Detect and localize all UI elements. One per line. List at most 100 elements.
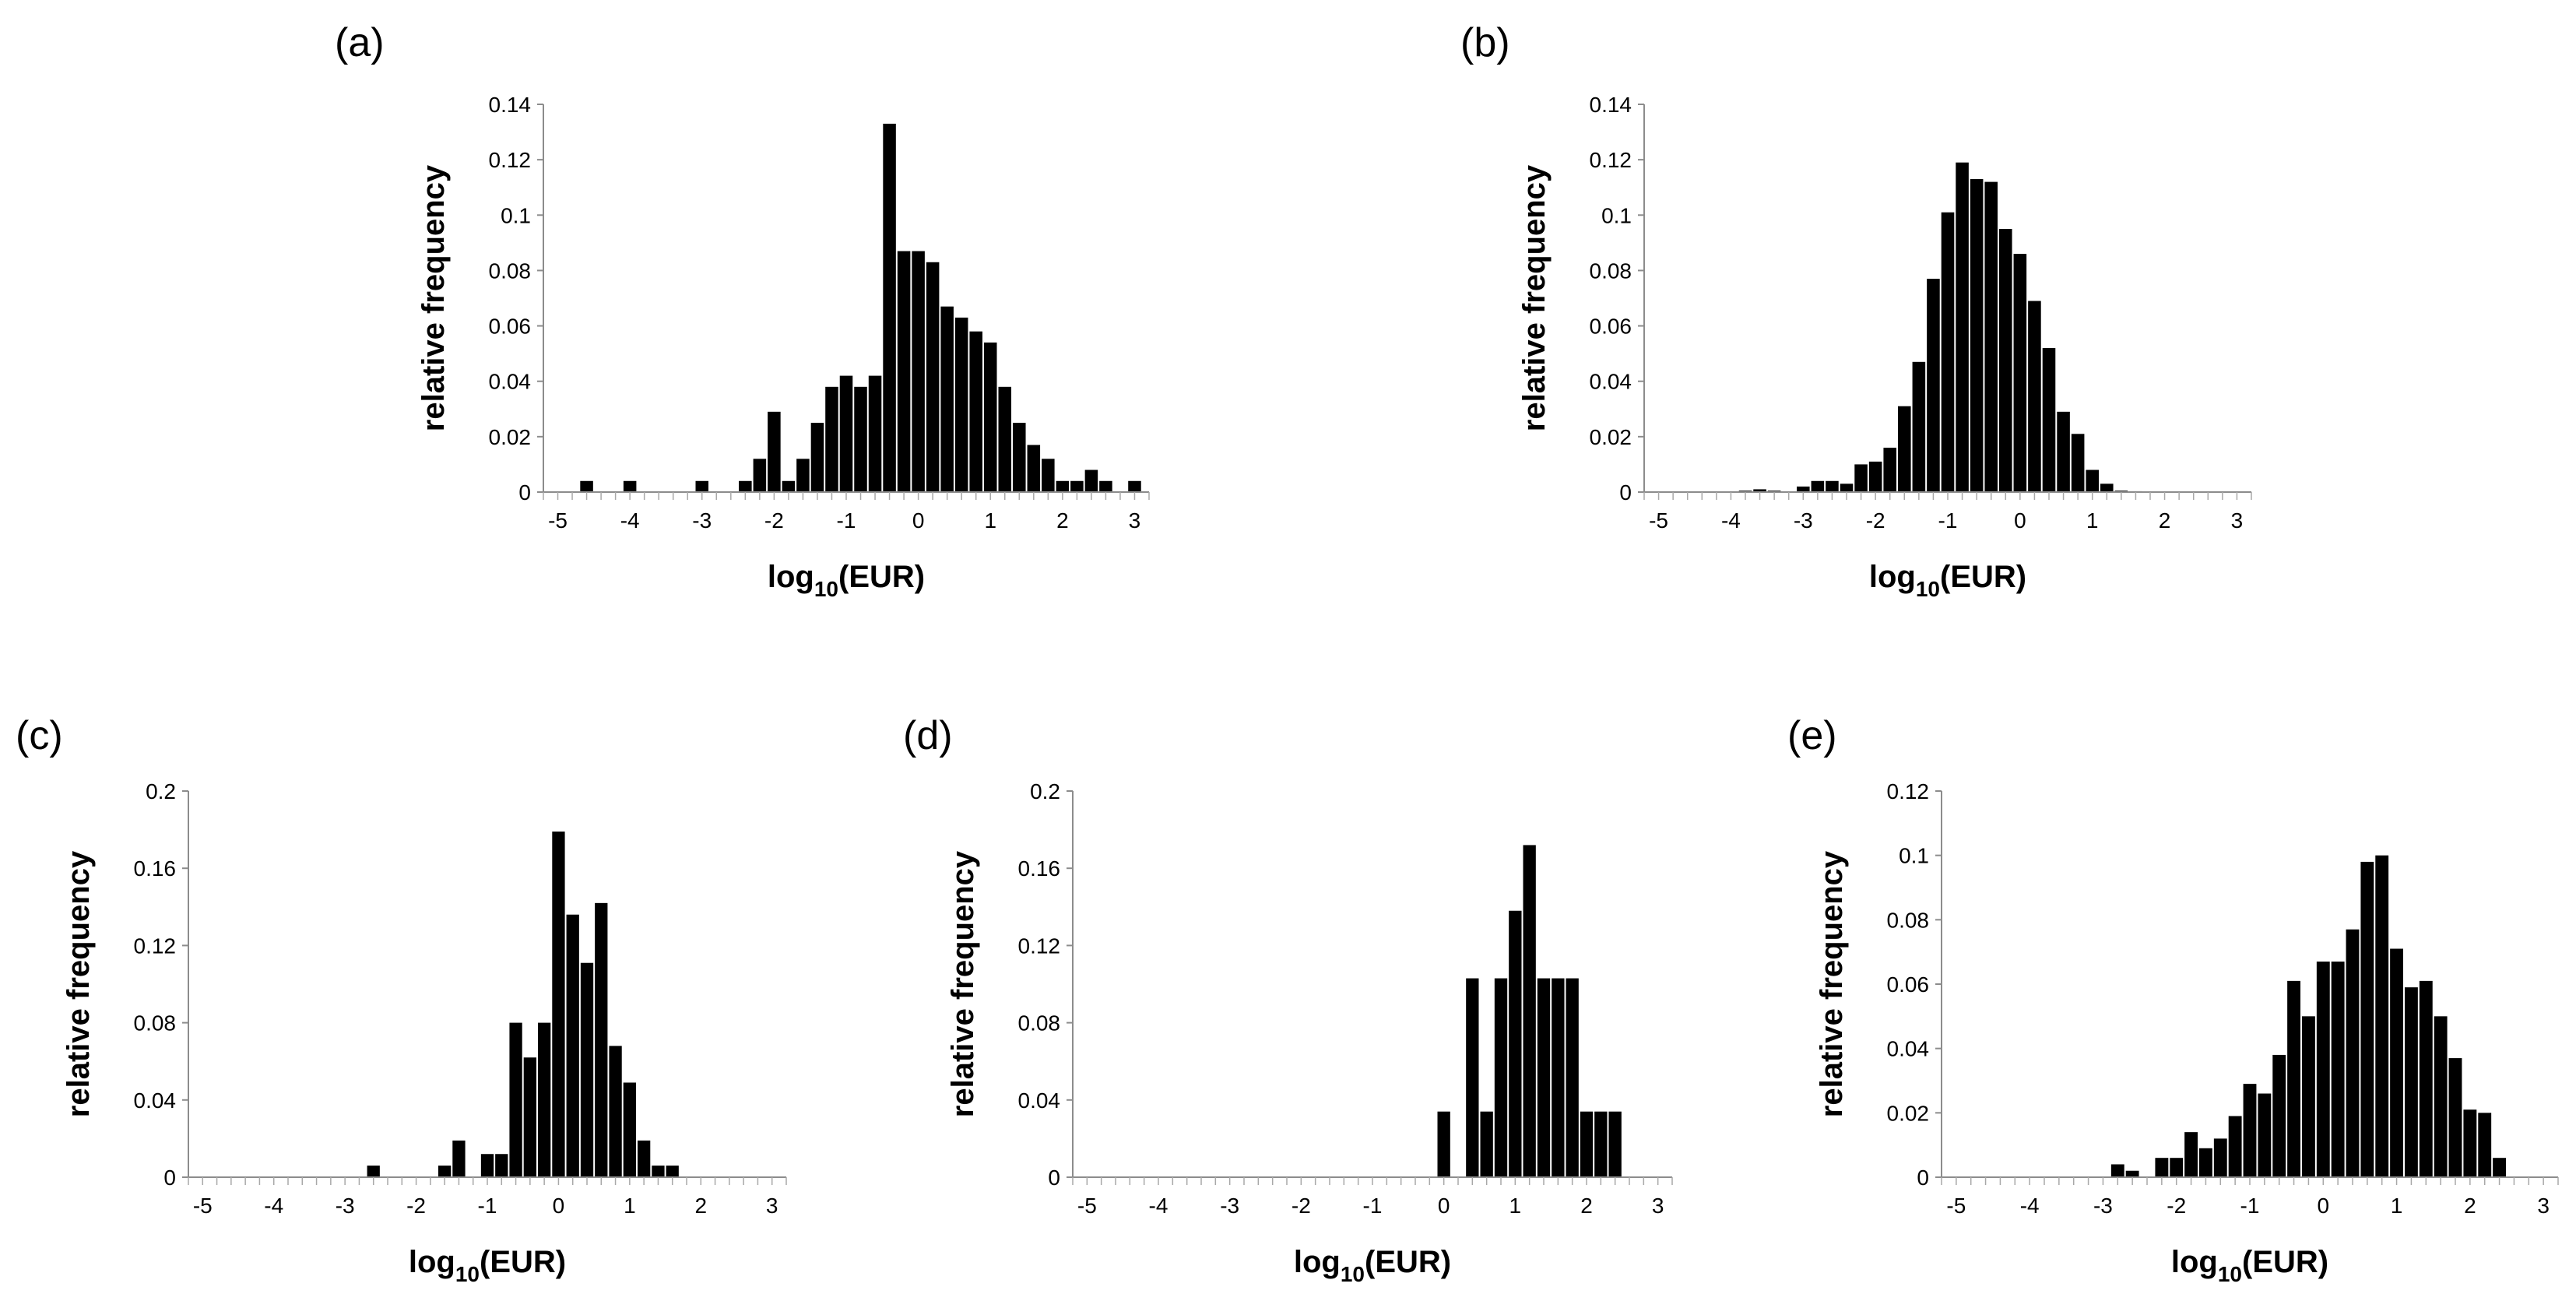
histogram-panel-b: (b) 0 0.02 0.04 0.06 0.08 0.1 0.12 0.14 -5 -4 -3 -2 -… <box>1460 20 2252 601</box>
histogram-bar <box>998 386 1012 492</box>
y-tick-label: 0.12 <box>1590 148 1632 172</box>
y-axis-title: relative frequency <box>416 164 451 431</box>
histogram-bar <box>580 962 594 1177</box>
histogram-bar <box>2375 855 2389 1177</box>
x-axis-title-main: log <box>768 560 814 594</box>
histogram-bar <box>2463 1109 2477 1177</box>
panel-label: (b) <box>1460 20 1510 65</box>
x-tick-label: 0 <box>912 508 925 533</box>
histogram-bar <box>2243 1084 2257 1177</box>
histogram-bar <box>2071 434 2085 492</box>
histogram-bar <box>1753 489 1766 492</box>
histogram-bar <box>452 1140 466 1177</box>
histogram-bar <box>1970 179 1984 493</box>
y-tick-label: 0.04 <box>1590 370 1632 394</box>
x-tick-label: 0 <box>2317 1194 2329 1218</box>
x-tick-label: -2 <box>2167 1194 2186 1218</box>
histogram-bar <box>926 262 940 492</box>
y-tick-label: 0.08 <box>134 1011 177 1036</box>
x-tick-label: -3 <box>1220 1194 1239 1218</box>
x-tick-label: -3 <box>2093 1194 2113 1218</box>
histogram-bar <box>1013 423 1026 492</box>
histogram-bar <box>2272 1054 2286 1177</box>
x-tick-label: 1 <box>984 508 996 533</box>
y-tick-label: 0.04 <box>1018 1088 1061 1113</box>
histogram-bar <box>367 1166 380 1177</box>
y-axis-title: relative frequency <box>1517 164 1552 431</box>
histogram-bar <box>1480 1111 1493 1177</box>
histogram-bar <box>495 1154 508 1177</box>
histogram-bar <box>523 1057 536 1177</box>
histogram-bar <box>2316 962 2330 1177</box>
x-tick-label: -5 <box>1077 1194 1097 1218</box>
x-tick-label: -3 <box>692 508 712 533</box>
histogram-panel-d: (d) 0 0.04 0.08 0.12 0.16 0.2 -5 -4 -3 -2 -1 0 1 2 3 log… <box>903 713 1673 1286</box>
histogram-bar <box>638 1140 651 1177</box>
histogram-bar <box>1608 1111 1622 1177</box>
y-tick-label: 0.1 <box>501 203 531 227</box>
y-axis-title: relative frequency <box>62 850 96 1117</box>
y-tick-label: 0.2 <box>146 779 176 803</box>
histogram-bar <box>1868 461 1882 492</box>
y-tick-label: 0.08 <box>1018 1011 1061 1036</box>
histogram-bar <box>753 459 767 492</box>
x-tick-label: 2 <box>1580 1194 1593 1218</box>
y-tick-label: 0.04 <box>1887 1037 1930 1061</box>
panel-label: (c) <box>16 713 63 758</box>
y-tick-label: 0.02 <box>1887 1101 1930 1125</box>
histogram-bar <box>2199 1148 2212 1177</box>
histogram-bar <box>883 123 896 492</box>
histogram-bar <box>2405 987 2418 1177</box>
histogram-bar <box>623 1082 636 1177</box>
x-tick-label: -1 <box>2240 1194 2260 1218</box>
histogram-bar <box>2228 1116 2242 1177</box>
x-axis-title-main: log <box>1869 560 1916 594</box>
histogram-bar <box>868 375 882 492</box>
histogram-bar <box>839 375 853 492</box>
histogram-bar <box>1811 480 1825 492</box>
y-axis-title: relative frequency <box>946 850 980 1117</box>
y-tick-label: 0.14 <box>1590 93 1632 117</box>
histogram-bar <box>1999 229 2012 492</box>
x-axis-title-tail: (EUR) <box>1940 560 2026 594</box>
histogram-bar <box>1523 845 1536 1177</box>
y-tick-label: 0 <box>1048 1166 1060 1190</box>
histogram-bar <box>1594 1111 1608 1177</box>
histogram-bar <box>2302 1016 2315 1177</box>
y-tick-label: 0.12 <box>1887 779 1930 803</box>
x-tick-label: -5 <box>193 1194 213 1218</box>
histogram-bar <box>2478 1113 2492 1177</box>
x-tick-label: 3 <box>1129 508 1141 533</box>
x-axis-title-tail: (EUR) <box>480 1245 566 1279</box>
y-axis-title: relative frequency <box>1815 850 1849 1117</box>
x-tick-label: -2 <box>1292 1194 1311 1218</box>
y-tick-label: 0.2 <box>1030 779 1060 803</box>
histogram-bar <box>2155 1158 2169 1177</box>
histogram-panel-c: (c) 0 0.04 0.08 0.12 0.16 0.2 -5 -4 -3 -2 -1 0 1 2 3 log… <box>16 713 787 1286</box>
x-axis-title-tail: (EUR) <box>1365 1245 1451 1279</box>
histogram-bar <box>1509 910 1522 1177</box>
y-tick-label: 0.02 <box>1590 425 1632 449</box>
histogram-bar <box>1099 480 1112 492</box>
histogram-bar <box>552 832 565 1177</box>
x-tick-label: 3 <box>2231 508 2244 533</box>
x-axis-title-main: log <box>2171 1245 2218 1279</box>
histogram-panel-a: (a) 0 0.02 0.04 0.06 0.08 0.1 0.12 0.14 -5 -4 -3 -2 -… <box>335 20 1150 601</box>
y-tick-label: 0.1 <box>1601 203 1632 227</box>
y-tick-label: 0.16 <box>1018 856 1061 881</box>
histogram-bar <box>1070 480 1084 492</box>
histogram-bar <box>1056 480 1070 492</box>
histogram-bar <box>2390 948 2403 1177</box>
histogram-bar <box>1552 978 1565 1177</box>
x-tick-label: -4 <box>2020 1194 2040 1218</box>
y-tick-label: 0.06 <box>1590 315 1632 339</box>
x-tick-label: 1 <box>1509 1194 1522 1218</box>
x-tick-label: -4 <box>1149 1194 1169 1218</box>
histogram-bar <box>1084 469 1098 492</box>
histogram-bar <box>2100 483 2114 492</box>
histogram-bar <box>509 1022 522 1177</box>
x-tick-label: -2 <box>764 508 784 533</box>
histogram-bar <box>438 1166 452 1177</box>
histogram-bar <box>2110 1164 2124 1177</box>
